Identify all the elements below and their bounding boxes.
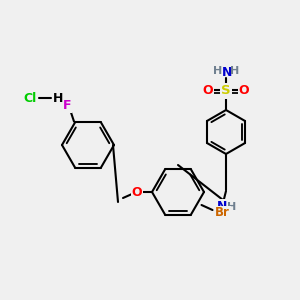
Text: H: H xyxy=(227,202,237,212)
Text: S: S xyxy=(221,85,231,98)
Text: N: N xyxy=(222,65,232,79)
Text: H: H xyxy=(213,66,223,76)
Text: O: O xyxy=(239,85,249,98)
Text: H: H xyxy=(230,66,240,76)
Text: O: O xyxy=(203,85,213,98)
Text: O: O xyxy=(132,185,142,199)
Text: Cl: Cl xyxy=(23,92,37,104)
Text: H: H xyxy=(53,92,63,104)
Text: Br: Br xyxy=(215,206,230,220)
Text: F: F xyxy=(63,99,71,112)
Text: N: N xyxy=(217,200,227,212)
